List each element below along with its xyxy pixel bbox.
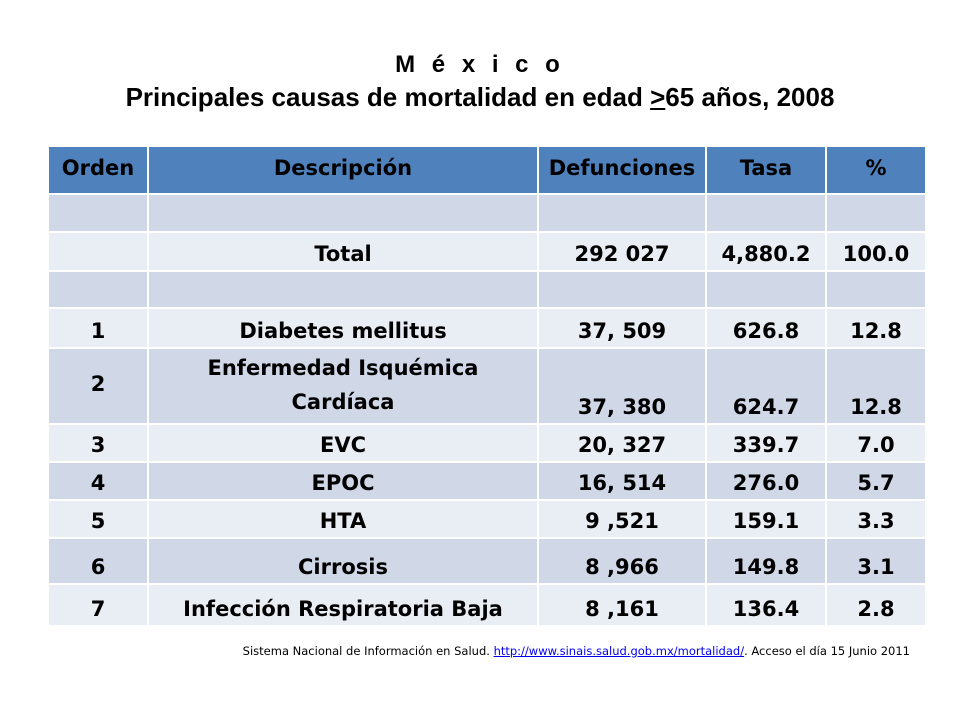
title-country: M é x i c o	[395, 51, 565, 78]
cell-orden: 5	[47, 499, 149, 539]
cell-orden	[47, 231, 149, 272]
cell-tasa: 4,880.2	[705, 231, 827, 272]
cell-percent: 2.8	[825, 583, 927, 627]
cell-tasa: 626.8	[705, 307, 827, 349]
cell-orden: 4	[47, 461, 149, 501]
cell-tasa: 159.1	[705, 499, 827, 539]
title-subject-prefix: Principales causas de mortalidad en edad	[125, 82, 651, 112]
header-tasa: Tasa	[705, 145, 827, 195]
cell-tasa: 136.4	[705, 583, 827, 627]
table-header-row: Orden Descripción Defunciones Tasa %	[47, 145, 927, 195]
cell-orden: 3	[47, 423, 149, 463]
cell-defunciones: 37, 380	[537, 347, 707, 425]
source-citation: Sistema Nacional de Información en Salud…	[0, 644, 910, 658]
source-suffix: . Acceso el día 15 Junio 2011	[744, 644, 910, 658]
cell-descripcion: EVC	[147, 423, 539, 463]
cell-defunciones: 16, 514	[537, 461, 707, 501]
title-subject-gte-sign: >	[650, 82, 666, 112]
cell-descripcion: Infección Respiratoria Baja	[147, 583, 539, 627]
source-link[interactable]: http://www.sinais.salud.gob.mx/mortalida…	[493, 644, 745, 658]
slide-title: M é x i c o Principales causas de mortal…	[0, 50, 960, 114]
table-row: 1 Diabetes mellitus 37, 509 626.8 12.8	[47, 307, 927, 349]
header-defunciones: Defunciones	[537, 145, 707, 195]
title-subject: Principales causas de mortalidad en edad…	[0, 80, 960, 114]
cell-descripcion: EPOC	[147, 461, 539, 501]
table-row: 6 Cirrosis 8 ,966 149.8 3.1	[47, 537, 927, 585]
cell-defunciones: 20, 327	[537, 423, 707, 463]
cell-defunciones: 9 ,521	[537, 499, 707, 539]
cell-percent: 7.0	[825, 423, 927, 463]
header-orden: Orden	[47, 145, 149, 195]
cell-percent: 12.8	[825, 307, 927, 349]
cell-percent: 12.8	[825, 347, 927, 425]
header-descripcion: Descripción	[147, 145, 539, 195]
table-row: 2 Enfermedad Isquémica Cardíaca 37, 380 …	[47, 347, 927, 425]
mortality-table: Orden Descripción Defunciones Tasa % Tot…	[47, 145, 927, 627]
table-row-empty	[47, 193, 927, 233]
header-percent: %	[825, 145, 927, 195]
cell-defunciones: 37, 509	[537, 307, 707, 349]
table-row: 4 EPOC 16, 514 276.0 5.7	[47, 461, 927, 501]
table-row-empty	[47, 270, 927, 309]
cell-tasa: 339.7	[705, 423, 827, 463]
cell-defunciones: 292 027	[537, 231, 707, 272]
table-row-total: Total 292 027 4,880.2 100.0	[47, 231, 927, 272]
cell-orden: 6	[47, 537, 149, 585]
cell-descripcion: Cirrosis	[147, 537, 539, 585]
source-prefix: Sistema Nacional de Información en Salud…	[242, 644, 494, 658]
cell-orden: 2	[47, 347, 149, 425]
cell-defunciones: 8 ,966	[537, 537, 707, 585]
cell-orden: 1	[47, 307, 149, 349]
table-row: 7 Infección Respiratoria Baja 8 ,161 136…	[47, 583, 927, 627]
cell-percent: 3.1	[825, 537, 927, 585]
cell-tasa: 149.8	[705, 537, 827, 585]
cell-tasa: 276.0	[705, 461, 827, 501]
cell-descripcion: Enfermedad Isquémica Cardíaca	[147, 347, 539, 425]
cell-defunciones: 8 ,161	[537, 583, 707, 627]
cell-tasa: 624.7	[705, 347, 827, 425]
title-subject-suffix: 65 años, 2008	[665, 82, 835, 112]
cell-descripcion: Total	[147, 231, 539, 272]
table-row: 5 HTA 9 ,521 159.1 3.3	[47, 499, 927, 539]
table-row: 3 EVC 20, 327 339.7 7.0	[47, 423, 927, 463]
cell-descripcion: Diabetes mellitus	[147, 307, 539, 349]
cell-percent: 3.3	[825, 499, 927, 539]
cell-descripcion: HTA	[147, 499, 539, 539]
cell-orden: 7	[47, 583, 149, 627]
cell-percent: 5.7	[825, 461, 927, 501]
cell-percent: 100.0	[825, 231, 927, 272]
